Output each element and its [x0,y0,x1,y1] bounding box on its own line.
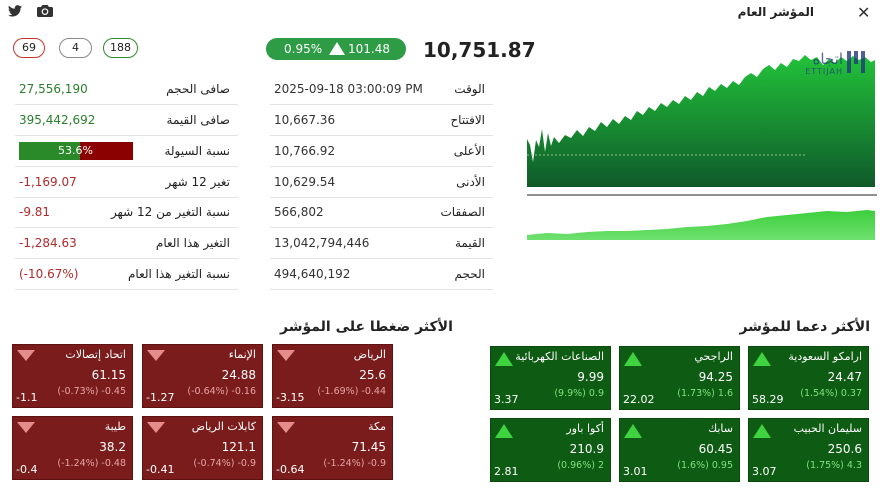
logo-latin: ETTIJAH [805,67,843,76]
down-arrow-icon [147,350,165,361]
ettijah-logo-icon [847,51,865,73]
support-tile[interactable]: الراجحي 94.25 (1.73%) 1.6 22.02 [619,346,740,410]
support-tile[interactable]: سليمان الحبيب 250.6 (1.75%) 4.3 3.07 [748,418,869,482]
down-arrow-icon [17,422,35,433]
detail-row-high: الأعلى 10,766.92 [270,136,493,167]
twitter-icon[interactable] [8,5,22,17]
down-arrow-icon [277,422,295,433]
volume-area [527,210,875,240]
window-title: المؤشر العام [737,5,814,19]
stat-row-net-value: صافى القيمة 395,442,692 [15,105,238,136]
liquidity-bar-fill [19,142,81,160]
pressure-tile[interactable]: اتحاد إتصالات 61.15 (-0.73%) -0.45 -1.1 [12,344,133,408]
up-arrow-icon [753,424,771,438]
stat-row-ytd-percent: نسبة التغير هذا العام (-10.67%) [15,259,238,290]
up-arrow-icon [495,424,513,438]
down-arrow-icon [17,350,35,361]
support-tile[interactable]: سابك 60.45 (1.6%) 0.95 3.01 [619,418,740,482]
detail-row-volume: الحجم 494,640,192 [270,259,493,290]
declining-count-badge: 69 [13,38,45,58]
support-tile[interactable]: ارامكو السعودية 24.47 (1.54%) 0.37 58.29 [748,346,869,410]
camera-icon[interactable] [37,4,53,18]
support-tile[interactable]: أكوا باور 210.9 (0.96%) 2 2.81 [490,418,611,482]
support-tile[interactable]: الصناعات الكهربائية 9.99 (9.9%) 0.9 3.37 [490,346,611,410]
pressure-tile[interactable]: طيبة 38.2 (-1.24%) -0.48 -0.4 [12,416,133,480]
detail-row-value: القيمة 13,042,794,446 [270,228,493,259]
top-pressure-title: الأكثر ضغطا على المؤشر [280,319,453,335]
liquidity-percent: 53.6% [58,144,93,157]
stat-row-net-volume: صافى الحجم 27,556,190 [15,74,238,105]
up-arrow-icon [624,352,642,366]
down-arrow-icon [147,422,165,433]
top-support-title: الأكثر دعما للمؤشر [739,319,870,335]
pressure-tile[interactable]: كابلات الرياض 121.1 (-0.74%) -0.9 -0.41 [142,416,263,480]
liquidity-bar: 53.6% [19,142,133,160]
stat-row-ytd-change: التغير هذا العام -1,284.63 [15,228,238,259]
logo-arabic: اتجاه [813,50,843,68]
detail-row-trades: الصفقات 566,802 [270,197,493,228]
up-arrow-icon [495,352,513,366]
price-area [527,55,875,187]
detail-row-time: الوقت 2025-09-18 03:00:09 PM [270,74,493,105]
up-arrow-icon [329,42,345,55]
intraday-chart[interactable]: اتجاه ETTIJAH [527,27,877,249]
advancing-count-badge: 188 [103,38,138,58]
index-change-badge: 0.95% 101.48 [266,38,406,60]
down-arrow-icon [277,350,295,361]
change-points: 101.48 [348,42,390,56]
change-percent: 0.95% [284,42,323,56]
detail-row-low: الأدنى 10,629.54 [270,167,493,198]
up-arrow-icon [753,352,771,366]
detail-row-open: الافتتاح 10,667.36 [270,105,493,136]
unchanged-count-badge: 4 [59,38,92,58]
pressure-tile[interactable]: الرياض 25.6 (-1.69%) -0.44 -3.15 [272,344,393,408]
up-arrow-icon [624,424,642,438]
close-icon[interactable]: ✕ [857,3,871,22]
index-value: 10,751.87 [423,38,536,62]
stat-row-12m-percent: نسبة التغير من 12 شهر -9.81 [15,197,238,228]
pressure-tile[interactable]: مكة 71.45 (-1.24%) -0.9 -0.64 [272,416,393,480]
stat-row-liquidity: نسبة السيولة 53.6% [15,136,238,167]
pressure-tile[interactable]: الإنماء 24.88 (-0.64%) -0.16 -1.27 [142,344,263,408]
stat-row-12m-change: تغير 12 شهر -1,169.07 [15,167,238,198]
